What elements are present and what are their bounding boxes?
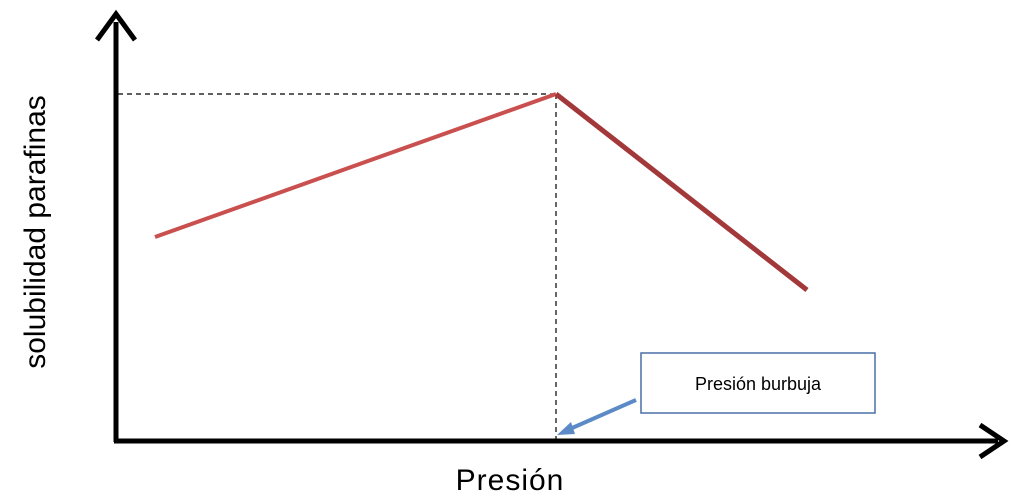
y-axis-arrowhead-icon [94, 9, 138, 42]
solubility-rising-segment [154, 92, 557, 239]
bubble-pressure-callout-label: Presión burbuja [695, 374, 822, 394]
callout-arrow [562, 398, 637, 434]
bubble-pressure-callout-box [640, 352, 876, 414]
callout-arrowhead-icon [557, 422, 575, 435]
y-axis-label: solubilidad parafinas [19, 95, 52, 369]
x-axis-label: Presión [456, 464, 565, 497]
solubility-falling-segment [554, 92, 809, 292]
x-axis-arrowhead-icon [978, 422, 1009, 460]
